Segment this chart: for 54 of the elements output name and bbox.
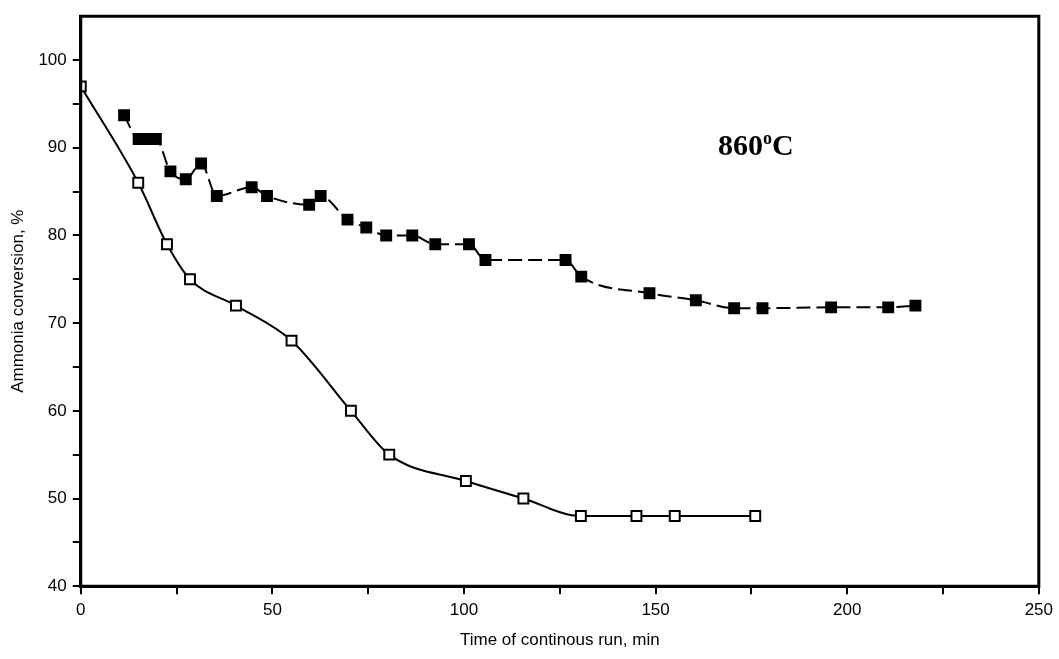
point — [728, 302, 741, 315]
y-tick-label: 40 — [47, 575, 67, 595]
x-tick-label: 150 — [641, 600, 670, 620]
y-tick-label: 90 — [47, 137, 67, 157]
point — [756, 302, 769, 315]
point — [643, 287, 656, 300]
point — [749, 510, 762, 522]
x-tick-label: 100 — [449, 600, 479, 620]
point — [559, 254, 572, 266]
point — [668, 510, 681, 522]
point — [909, 299, 922, 312]
point — [184, 273, 196, 286]
point — [360, 221, 373, 234]
point — [261, 190, 273, 202]
point — [406, 229, 419, 242]
point — [303, 198, 316, 211]
point — [689, 294, 702, 307]
point — [479, 254, 492, 266]
point — [459, 475, 472, 487]
y-tick-label: 80 — [47, 225, 67, 245]
x-tick-label: 200 — [833, 600, 862, 620]
point — [161, 238, 173, 251]
point — [882, 301, 895, 314]
point — [825, 301, 838, 314]
point — [195, 157, 208, 170]
point — [574, 510, 587, 522]
point — [380, 229, 393, 242]
point — [463, 238, 475, 251]
annotation: 860$^{o}$C — [718, 128, 794, 162]
point — [517, 492, 530, 505]
point — [164, 165, 177, 178]
y-tick-label: 70 — [47, 312, 67, 332]
point — [245, 181, 258, 194]
point — [118, 109, 131, 122]
point — [210, 190, 223, 202]
y-tick-label: 50 — [47, 488, 67, 508]
point — [230, 299, 242, 312]
point — [429, 238, 442, 251]
point — [575, 270, 588, 283]
point — [285, 334, 298, 347]
point — [341, 213, 354, 226]
y-tick-label: 60 — [47, 400, 67, 420]
x-axis-title: Time of continous run, min — [459, 630, 660, 650]
point — [344, 404, 357, 417]
y-tick-label: 100 — [38, 49, 67, 69]
point — [314, 190, 327, 202]
point — [630, 510, 643, 522]
y-axis-title: Ammonia conversion, % — [7, 209, 27, 393]
x-tick-label: 250 — [1024, 600, 1054, 620]
point — [179, 173, 192, 186]
x-tick-label: 50 — [262, 600, 282, 620]
point — [383, 448, 396, 461]
x-tick-label: 0 — [76, 600, 86, 620]
point — [132, 176, 145, 189]
